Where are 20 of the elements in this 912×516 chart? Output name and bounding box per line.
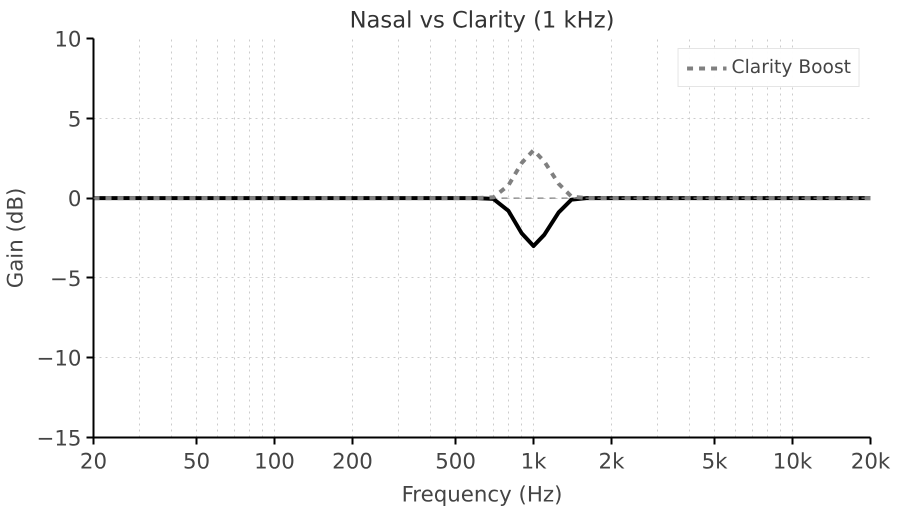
y-tick-label: 10: [54, 28, 82, 52]
x-tick-label: 50: [182, 450, 210, 474]
y-tick-label: −10: [36, 346, 82, 372]
chart-title: Nasal vs Clarity (1 kHz): [350, 8, 614, 34]
x-tick-label: 1k: [520, 450, 548, 474]
x-tick-label: 5k: [702, 450, 728, 474]
legend-label: Clarity Boost: [732, 57, 851, 78]
x-tick-label: 500: [435, 450, 476, 474]
x-tick-label: 200: [332, 450, 373, 474]
y-tick-label: −5: [50, 266, 82, 292]
x-tick-label: 100: [254, 450, 295, 474]
y-tick-label: −15: [36, 426, 82, 452]
y-axis-title: Gain (dB): [3, 188, 28, 288]
x-tick-label: 20k: [850, 450, 891, 474]
x-tick-label: 2k: [598, 450, 626, 474]
y-tick-label: 5: [68, 107, 82, 132]
x-axis-title: Frequency (Hz): [402, 482, 562, 508]
x-tick-label: 20: [80, 450, 108, 474]
x-tick-label: 10k: [772, 450, 813, 474]
y-tick-label: 0: [68, 187, 82, 212]
